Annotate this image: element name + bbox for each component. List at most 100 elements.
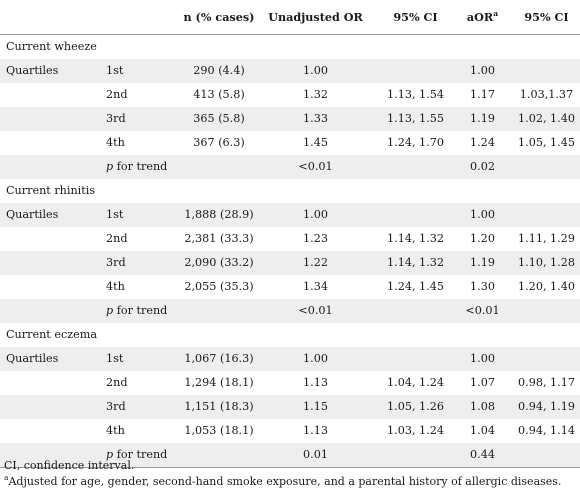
aor-cell: 1.04 — [458, 419, 507, 443]
row-label-cell — [0, 83, 106, 107]
ci-cell — [373, 203, 458, 227]
ci-adjusted-cell — [507, 59, 580, 83]
ci-adjusted-cell — [507, 443, 580, 468]
table-row: Quartiles 1st 1,888 (28.9) 1.00 1.00 — [0, 203, 580, 227]
header-n-cases: n (% cases) — [180, 0, 258, 35]
row-sublabel-cell: 2nd — [106, 227, 180, 251]
row-label-cell — [0, 419, 106, 443]
aor-cell: 1.24 — [458, 131, 507, 155]
unadjusted-or-cell: 1.00 — [258, 203, 373, 227]
row-sublabel-cell: 3rd — [106, 395, 180, 419]
row-label-cell — [0, 227, 106, 251]
aor-cell: 1.19 — [458, 107, 507, 131]
row-label-cell — [0, 371, 106, 395]
ci-adjusted-cell: 1.11, 1.29 — [507, 227, 580, 251]
n-cases-cell — [180, 155, 258, 179]
results-table: n (% cases) Unadjusted OR 95% CI aORa 95… — [0, 0, 580, 468]
ci-adjusted-cell: 1.05, 1.45 — [507, 131, 580, 155]
n-cases-cell: 365 (5.8) — [180, 107, 258, 131]
section-header-row: Current rhinitis — [0, 179, 580, 203]
table-row: 4th 367 (6.3) 1.45 1.24, 1.70 1.24 1.05, 1.45 — [0, 131, 580, 155]
ci-cell — [373, 299, 458, 323]
header-95ci-adjusted: 95% CI — [507, 0, 580, 35]
row-sublabel-cell: 4th — [106, 131, 180, 155]
row-label-cell: Quartiles — [0, 59, 106, 83]
n-cases-cell: 1,053 (18.1) — [180, 419, 258, 443]
ci-adjusted-cell: 1.20, 1.40 — [507, 275, 580, 299]
table-row: 2nd 1,294 (18.1) 1.13 1.04, 1.24 1.07 0.98, 1… — [0, 371, 580, 395]
aor-cell: 1.07 — [458, 371, 507, 395]
n-cases-cell: 1,888 (28.9) — [180, 203, 258, 227]
row-sublabel-cell: p for trend — [106, 443, 180, 468]
aor-cell: 1.00 — [458, 347, 507, 371]
ci-cell — [373, 347, 458, 371]
aor-cell: 1.08 — [458, 395, 507, 419]
n-cases-cell — [180, 299, 258, 323]
unadjusted-or-cell: 1.00 — [258, 59, 373, 83]
footnote-adjusted-text: Adjusted for age, gender, second-hand sm… — [8, 475, 562, 488]
header-blank-2 — [106, 0, 180, 35]
section-header-row: Current wheeze — [0, 34, 580, 59]
row-sublabel-cell: 1st — [106, 347, 180, 371]
aor-cell: 0.02 — [458, 155, 507, 179]
unadjusted-or-cell: 1.15 — [258, 395, 373, 419]
row-sublabel-cell: 1st — [106, 59, 180, 83]
unadjusted-or-cell: 1.13 — [258, 371, 373, 395]
row-sublabel-cell: 2nd — [106, 83, 180, 107]
aor-cell: 1.20 — [458, 227, 507, 251]
ci-cell: 1.14, 1.32 — [373, 251, 458, 275]
row-sublabel-cell: 1st — [106, 203, 180, 227]
header-unadjusted-or: Unadjusted OR — [258, 0, 373, 35]
unadjusted-or-cell: 1.34 — [258, 275, 373, 299]
unadjusted-or-cell: 1.00 — [258, 347, 373, 371]
table-row: 4th 2,055 (35.3) 1.34 1.24, 1.45 1.30 1.20, 1… — [0, 275, 580, 299]
unadjusted-or-cell: <0.01 — [258, 155, 373, 179]
n-cases-cell: 2,055 (35.3) — [180, 275, 258, 299]
table-row: Quartiles 1st 1,067 (16.3) 1.00 1.00 — [0, 347, 580, 371]
header-aor-footnote-marker: a — [493, 9, 499, 18]
ci-adjusted-cell: 0.94, 1.14 — [507, 419, 580, 443]
section-title: Current rhinitis — [0, 179, 580, 203]
n-cases-cell: 2,090 (33.2) — [180, 251, 258, 275]
n-cases-cell: 1,294 (18.1) — [180, 371, 258, 395]
ci-cell: 1.14, 1.32 — [373, 227, 458, 251]
section-title: Current eczema — [0, 323, 580, 347]
ci-cell: 1.04, 1.24 — [373, 371, 458, 395]
aor-cell: 1.19 — [458, 251, 507, 275]
ci-adjusted-cell — [507, 347, 580, 371]
table-body: Current wheeze Quartiles 1st 290 (4.4) 1.00 1… — [0, 34, 580, 468]
ci-cell: 1.05, 1.26 — [373, 395, 458, 419]
n-cases-cell: 2,381 (33.3) — [180, 227, 258, 251]
table-row: 3rd 2,090 (33.2) 1.22 1.14, 1.32 1.19 1.10, 1… — [0, 251, 580, 275]
p-symbol: p — [106, 304, 114, 317]
table-row: 2nd 2,381 (33.3) 1.23 1.14, 1.32 1.20 1.11, 1… — [0, 227, 580, 251]
row-sublabel-cell: 3rd — [106, 251, 180, 275]
row-label-cell: Quartiles — [0, 347, 106, 371]
row-label-cell: Quartiles — [0, 203, 106, 227]
header-aor: aORa — [458, 0, 507, 35]
n-cases-cell: 367 (6.3) — [180, 131, 258, 155]
p-symbol: p — [106, 160, 114, 173]
ci-adjusted-cell: 1.03,1.37 — [507, 83, 580, 107]
header-blank-1 — [0, 0, 106, 35]
aor-cell: 0.44 — [458, 443, 507, 468]
header-95ci: 95% CI — [373, 0, 458, 35]
ci-adjusted-cell: 0.98, 1.17 — [507, 371, 580, 395]
ci-adjusted-cell — [507, 299, 580, 323]
ci-cell: 1.03, 1.24 — [373, 419, 458, 443]
table-row: 4th 1,053 (18.1) 1.13 1.03, 1.24 1.04 0.94, 1… — [0, 419, 580, 443]
ci-cell: 1.24, 1.70 — [373, 131, 458, 155]
n-cases-cell: 1,151 (18.3) — [180, 395, 258, 419]
ci-cell: 1.24, 1.45 — [373, 275, 458, 299]
aor-cell: 1.00 — [458, 203, 507, 227]
unadjusted-or-cell: 1.22 — [258, 251, 373, 275]
row-label-cell — [0, 107, 106, 131]
row-label-cell — [0, 275, 106, 299]
aor-cell: <0.01 — [458, 299, 507, 323]
table-footnotes: CI, confidence interval. aAdjusted for a… — [4, 458, 561, 490]
unadjusted-or-cell: <0.01 — [258, 299, 373, 323]
unadjusted-or-cell: 1.13 — [258, 419, 373, 443]
unadjusted-or-cell: 0.01 — [258, 443, 373, 468]
row-sublabel-cell: 2nd — [106, 371, 180, 395]
ci-cell — [373, 443, 458, 468]
